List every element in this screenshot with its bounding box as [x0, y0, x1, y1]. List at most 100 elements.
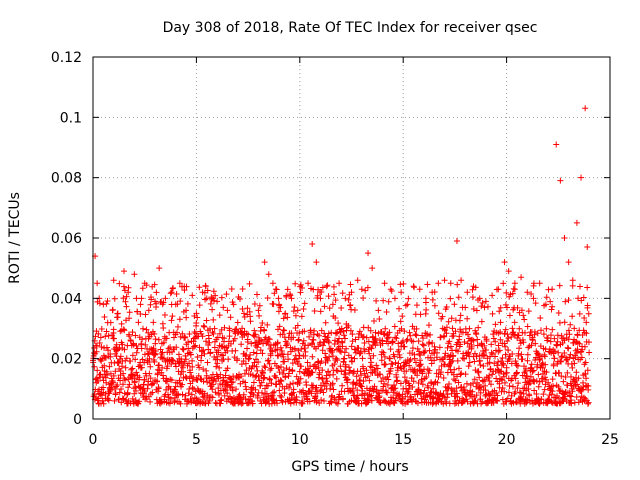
- scatter-point: [342, 295, 349, 302]
- scatter-point: [429, 289, 436, 296]
- scatter-point: [224, 307, 231, 314]
- y-tick-label: 0.04: [51, 291, 82, 307]
- scatter-point: [152, 298, 159, 305]
- scatter-point: [162, 295, 169, 302]
- scatter-point: [530, 295, 537, 302]
- scatter-point: [511, 280, 518, 287]
- scatter-point: [565, 259, 572, 266]
- scatter-point: [416, 286, 423, 293]
- scatter-point: [288, 295, 295, 302]
- y-tick-label: 0.12: [51, 50, 82, 66]
- scatter-point: [323, 283, 330, 290]
- scatter-point: [354, 277, 361, 284]
- scatter-point: [578, 174, 585, 181]
- scatter-point: [183, 307, 190, 314]
- scatter-point: [553, 141, 560, 148]
- scatter-point: [524, 289, 531, 296]
- scatter-point: [336, 280, 343, 287]
- scatter-point: [464, 289, 471, 296]
- y-tick-label: 0.1: [60, 110, 82, 126]
- scatter-point: [100, 301, 107, 308]
- scatter-point: [569, 277, 576, 284]
- scatter-point: [209, 295, 216, 302]
- scatter-point: [269, 280, 276, 287]
- scatter-point: [125, 289, 132, 296]
- x-tick-label: 20: [498, 432, 516, 448]
- scatter-point: [133, 295, 140, 302]
- scatter-point: [505, 268, 512, 275]
- scatter-point: [317, 295, 324, 302]
- scatter-point: [261, 259, 268, 266]
- grid: [93, 57, 610, 419]
- x-tick-label: 5: [192, 432, 201, 448]
- x-tick-label: 0: [89, 432, 98, 448]
- scatter-point: [387, 286, 394, 293]
- scatter-point: [501, 259, 508, 266]
- scatter-point: [255, 307, 262, 314]
- scatter-point: [137, 301, 144, 308]
- scatter-point: [489, 292, 496, 299]
- scatter-point: [404, 301, 411, 308]
- scatter-point: [518, 274, 525, 281]
- scatter-point: [309, 241, 316, 248]
- scatter-point: [447, 280, 454, 287]
- scatter-point: [114, 310, 121, 317]
- scatter-point: [234, 319, 241, 326]
- scatter-point: [482, 298, 489, 305]
- scatter-point: [542, 301, 549, 308]
- axis-ticks: 0 5 10 15 20 25 0 0.02 0.04 0.06 0.08 0.1 0.12: [51, 50, 619, 448]
- scatter-point: [458, 277, 465, 284]
- scatter-point: [176, 280, 183, 287]
- scatter-point: [358, 286, 365, 293]
- y-tick-label: 0.08: [51, 171, 82, 187]
- scatter-point: [247, 313, 254, 320]
- scatter-point: [348, 289, 355, 296]
- scatter-point: [410, 283, 417, 290]
- scatter-point: [156, 265, 163, 272]
- scatter-point: [476, 295, 483, 302]
- scatter-point: [536, 280, 543, 287]
- scatter-point: [435, 280, 442, 287]
- y-tick-label: 0.02: [51, 352, 82, 368]
- scatter-point: [220, 304, 227, 311]
- scatter-point: [141, 280, 148, 287]
- scatter-point: [561, 235, 568, 241]
- scatter-point: [230, 301, 237, 308]
- scatter-point: [189, 292, 196, 299]
- scatter-point: [313, 259, 320, 266]
- scatter-point: [298, 313, 305, 320]
- scatter-point: [145, 307, 152, 314]
- scatter-point: [441, 277, 448, 284]
- scatter-point: [265, 271, 272, 278]
- scatter-point: [193, 310, 200, 317]
- scatter-point: [305, 280, 312, 287]
- x-tick-label: 15: [394, 432, 412, 448]
- scatter-point: [110, 277, 117, 284]
- scatter-point: [131, 271, 138, 278]
- scatter-point: [422, 295, 429, 302]
- scatter-point: [214, 298, 221, 305]
- x-axis-label: GPS time / hours: [291, 459, 408, 475]
- scatter-point: [495, 286, 502, 293]
- scatter-point: [453, 238, 460, 245]
- scatter-point: [94, 280, 101, 287]
- scatter-point: [294, 307, 301, 314]
- scatter-point: [199, 289, 206, 296]
- scatter-point: [398, 289, 405, 296]
- scatter-point: [172, 301, 179, 308]
- x-tick-label: 10: [291, 432, 309, 448]
- x-tick-label: 25: [601, 432, 619, 448]
- scatter-point: [470, 283, 477, 290]
- scatter-point: [365, 250, 372, 257]
- data-points: [90, 105, 593, 407]
- scatter-point: [584, 244, 591, 251]
- scatter-point: [329, 301, 336, 308]
- scatter-point: [276, 301, 283, 308]
- scatter-point: [557, 177, 564, 184]
- scatter-point: [282, 310, 289, 317]
- chart-title: Day 308 of 2018, Rate Of TEC Index for r…: [163, 20, 538, 36]
- y-axis-label: ROTI / TECUs: [7, 192, 23, 284]
- scatter-point: [203, 295, 210, 302]
